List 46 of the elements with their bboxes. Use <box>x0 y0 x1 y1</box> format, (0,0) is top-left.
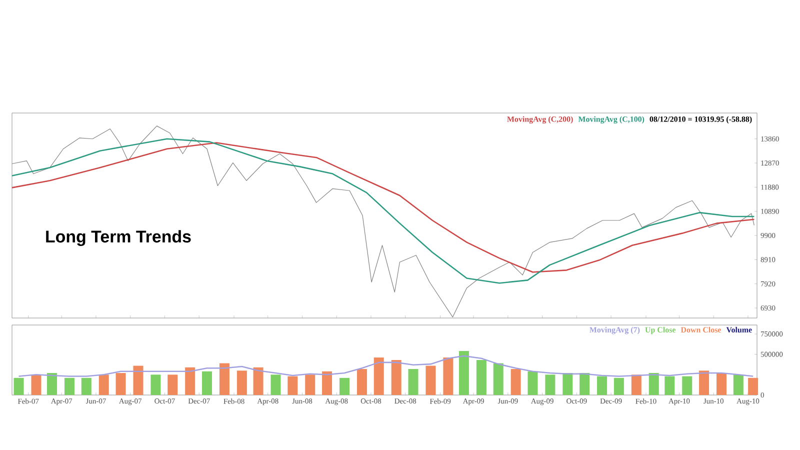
bar <box>288 376 298 395</box>
bar <box>202 371 212 395</box>
bar <box>458 351 469 395</box>
bar <box>150 374 161 395</box>
bar <box>374 358 384 395</box>
bar <box>614 378 624 395</box>
bar <box>733 374 744 395</box>
bar <box>270 374 281 395</box>
bar <box>98 374 109 395</box>
bar <box>631 374 642 395</box>
bar <box>116 373 126 395</box>
bar <box>31 374 42 395</box>
bar <box>493 363 504 395</box>
bar <box>648 373 659 395</box>
bar <box>545 374 556 395</box>
bar <box>426 366 436 395</box>
bar <box>664 376 675 395</box>
bar <box>580 373 590 395</box>
bar <box>597 376 608 395</box>
bar <box>391 360 402 395</box>
bar <box>168 374 178 395</box>
bar <box>356 368 367 395</box>
bar <box>699 370 710 395</box>
bar <box>219 363 230 395</box>
bar <box>408 368 418 395</box>
bar <box>305 374 316 395</box>
bar <box>14 378 24 395</box>
bar <box>443 358 454 395</box>
bar <box>253 367 264 395</box>
bar <box>64 378 74 395</box>
bar <box>185 367 196 395</box>
bar <box>322 371 332 395</box>
bar <box>81 378 92 395</box>
bar <box>748 378 758 395</box>
bar <box>133 366 144 395</box>
bar <box>476 360 486 395</box>
bar <box>339 378 350 395</box>
line-series <box>12 126 754 318</box>
bar <box>47 373 58 395</box>
bar <box>528 371 538 395</box>
bar <box>716 373 727 395</box>
bar <box>510 368 521 395</box>
bar <box>562 373 573 395</box>
bar <box>236 370 247 395</box>
bar <box>682 376 692 395</box>
annotation: Long Term Trends <box>46 230 191 246</box>
